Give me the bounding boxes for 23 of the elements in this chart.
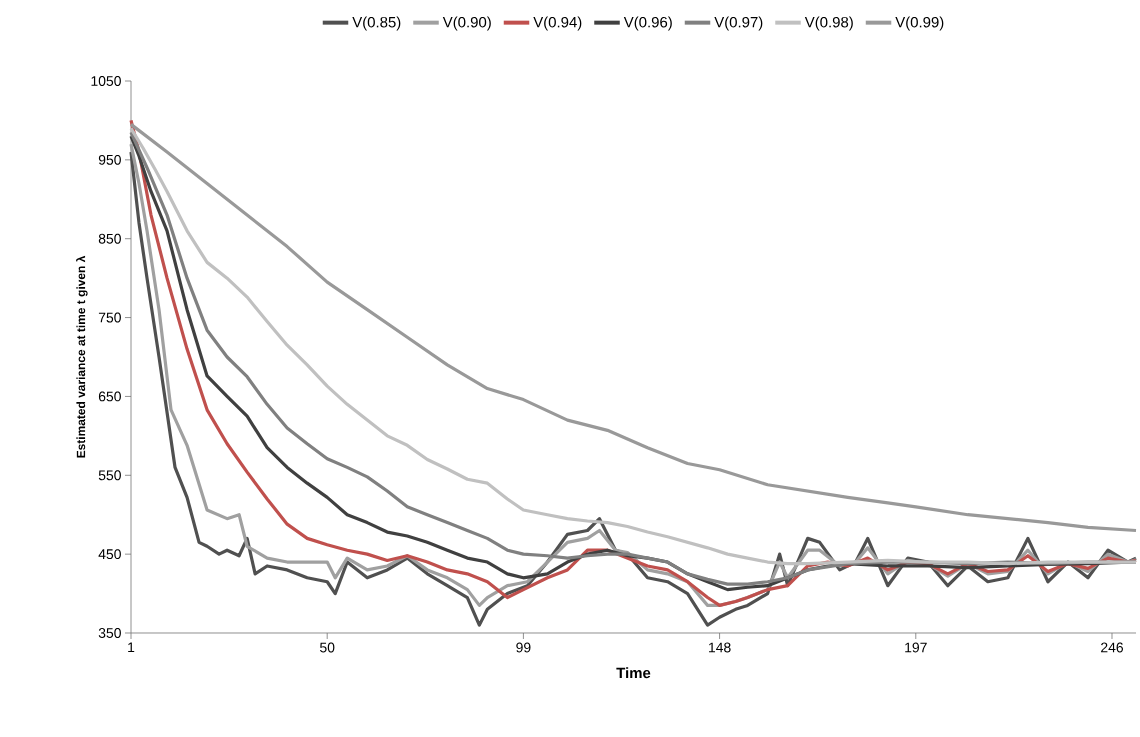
legend-label: V(0.98)	[804, 16, 853, 31]
y-tick-label: 750	[98, 312, 121, 323]
x-tick-label: 99	[516, 642, 531, 653]
x-tick-label: 246	[1101, 642, 1124, 653]
legend-label: V(0.97)	[714, 16, 763, 31]
y-axis-title: Estimated variance at time t given λ	[76, 255, 88, 458]
y-tick-label: 350	[98, 628, 121, 638]
y-tick-label: 550	[98, 470, 121, 481]
x-axis-title: Time	[616, 667, 651, 679]
x-tick-label: 148	[709, 642, 731, 653]
x-tick-label: 197	[905, 642, 927, 653]
y-tick-label: 850	[98, 233, 121, 244]
legend-label: V(0.99)	[895, 16, 944, 31]
x-tick-label: 1	[128, 642, 135, 653]
x-tick-label: 50	[320, 642, 335, 653]
y-tick-label: 450	[98, 549, 121, 560]
legend-label: V(0.85)	[352, 16, 401, 31]
y-tick-label: 950	[98, 154, 121, 165]
legend-label: V(0.96)	[623, 16, 672, 31]
y-tick-label: 1050	[91, 76, 121, 86]
y-tick-label: 650	[98, 391, 121, 402]
legend-label: V(0.94)	[533, 16, 582, 31]
legend-label: V(0.90)	[442, 16, 491, 31]
